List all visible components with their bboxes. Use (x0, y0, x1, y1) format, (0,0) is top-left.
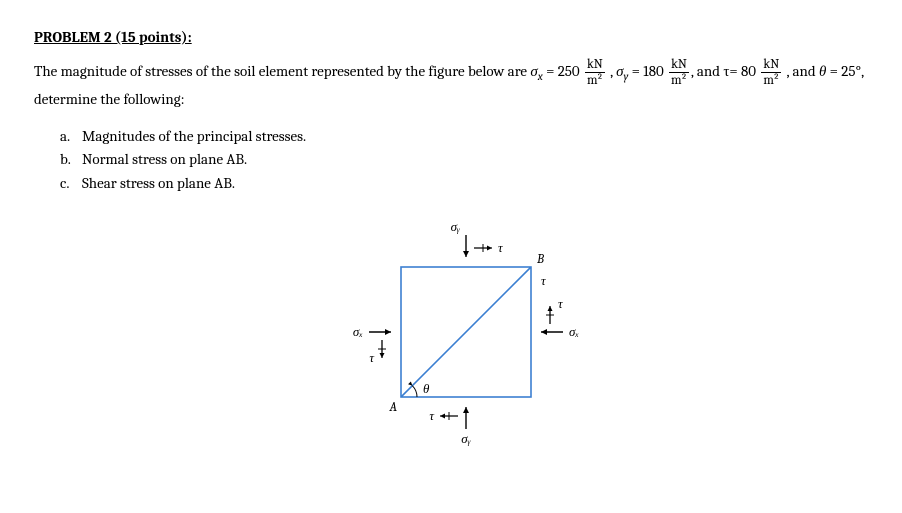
problem-heading: PROBLEM 2 (15 points): (34, 28, 868, 46)
item-b-text: Normal stress on plane AB. (82, 148, 247, 171)
item-c-label: c. (60, 172, 82, 195)
unit-fraction-3: kN m² (761, 58, 781, 87)
unit-fraction-1: kN m² (585, 58, 605, 87)
unit-den-3: m² (761, 73, 781, 87)
svg-text:τ: τ (498, 241, 504, 256)
sep-2: , and τ= (691, 62, 741, 80)
tau-value: 80 (741, 62, 756, 80)
unit-num-3: kN (761, 58, 781, 73)
sigma-x-symbol: σx (530, 62, 542, 80)
svg-text:τ: τ (429, 409, 435, 424)
svg-text:A: A (388, 400, 397, 415)
equals-1: = (543, 62, 558, 80)
unit-den-2: m² (669, 73, 689, 87)
theta-value: 25° (841, 62, 861, 80)
sigma-y-symbol: σy (616, 62, 628, 80)
svg-text:τ: τ (541, 274, 547, 289)
stress-element-figure: ABθσᵧτσᵧτσₓτσₓττ (321, 207, 581, 467)
item-a-label: a. (60, 125, 82, 148)
figure-wrapper: ABθσᵧτσᵧτσₓτσₓττ (34, 207, 868, 467)
item-b-label: b. (60, 148, 82, 171)
svg-text:σₓ: σₓ (569, 325, 579, 340)
intro-text-1: The magnitude of stresses of the soil el… (34, 62, 530, 80)
sigma-x-value: 250 (558, 62, 580, 80)
svg-text:σₓ: σₓ (353, 325, 363, 340)
svg-text:τ: τ (558, 297, 564, 312)
svg-text:B: B (536, 252, 544, 267)
page: PROBLEM 2 (15 points): The magnitude of … (0, 0, 902, 495)
item-b: b. Normal stress on plane AB. (60, 148, 868, 171)
svg-text:θ: θ (423, 382, 430, 397)
item-c: c. Shear stress on plane AB. (60, 172, 868, 195)
item-c-text: Shear stress on plane AB. (82, 172, 235, 195)
problem-statement: The magnitude of stresses of the soil el… (34, 58, 868, 111)
sigma-y-value: 180 (643, 62, 663, 80)
question-list: a. Magnitudes of the principal stresses.… (60, 125, 868, 195)
unit-num-2: kN (669, 58, 689, 73)
equals-2: = (628, 62, 643, 80)
equals-3: = (826, 62, 841, 80)
unit-fraction-2: kN m² (669, 58, 689, 87)
unit-den-1: m² (585, 73, 605, 87)
svg-text:σᵧ: σᵧ (461, 432, 470, 447)
item-a-text: Magnitudes of the principal stresses. (82, 125, 306, 148)
svg-text:σᵧ: σᵧ (451, 220, 460, 235)
svg-text:τ: τ (369, 351, 375, 366)
unit-num-1: kN (585, 58, 605, 73)
sep-3: , and (783, 62, 819, 80)
item-a: a. Magnitudes of the principal stresses. (60, 125, 868, 148)
sep-1: , (607, 62, 616, 80)
